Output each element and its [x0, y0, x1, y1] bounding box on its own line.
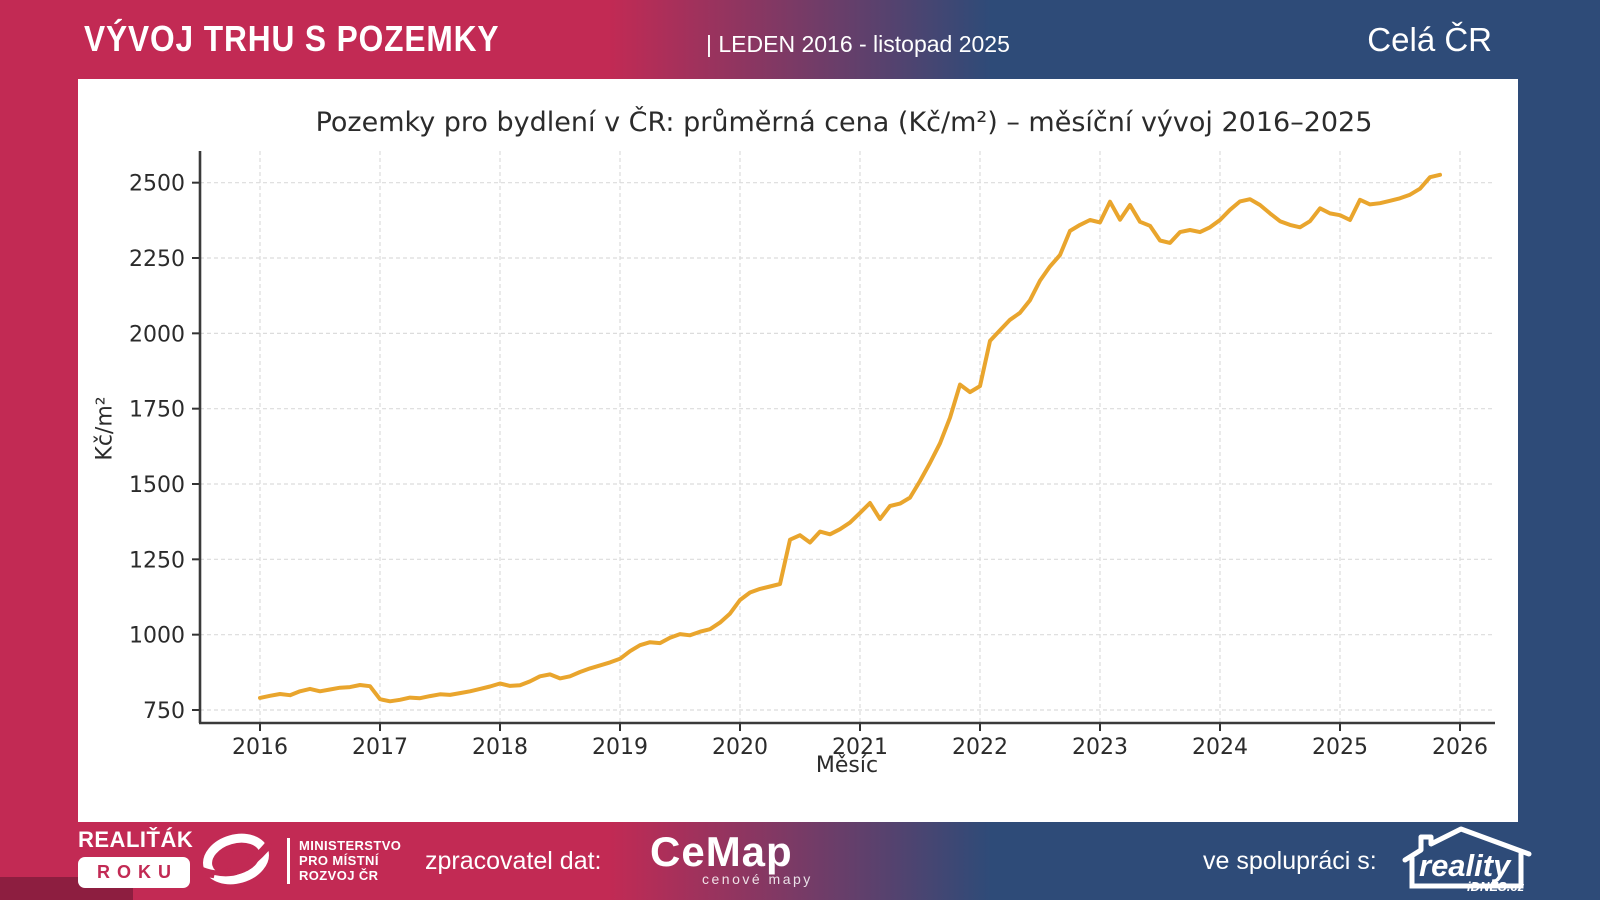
x-tick-label: 2020	[712, 735, 768, 760]
x-tick-label: 2016	[232, 735, 288, 760]
y-tick-label: 1500	[129, 473, 185, 498]
y-tick-label: 2500	[129, 172, 185, 197]
region-label: Celá ČR	[1367, 21, 1492, 58]
date-range-subtitle: | LEDEN 2016 - listopad 2025	[706, 31, 1010, 57]
x-tick-label: 2021	[832, 735, 888, 760]
svg-text:★: ★	[224, 866, 232, 876]
y-tick-label: 750	[143, 699, 185, 724]
chart-panel: 750 1000 1250 1500 1750 2000 2250 2500 2016 2017 2…	[78, 79, 1518, 822]
x-tick-label: 2023	[1072, 735, 1128, 760]
ministry-logo-text: MINISTERSTVO PRO MÍSTNÍ ROZVOJ ČR	[299, 838, 401, 883]
cemap-logo: CeMap cenové mapy	[650, 828, 813, 888]
cemap-tagline: cenové mapy	[702, 871, 813, 887]
x-tick-label: 2022	[952, 735, 1008, 760]
x-tick-label: 2024	[1192, 735, 1248, 760]
page-title: VÝVOJ TRHU S POZEMKY	[84, 18, 500, 59]
x-axis-label: Měsíc	[815, 753, 879, 778]
ministry-line3: ROZVOJ ČR	[299, 868, 379, 883]
cemap-name: CeMap	[650, 828, 793, 875]
y-tick-label: 1750	[129, 398, 185, 423]
realitak-label: REALIŤÁK	[78, 827, 194, 852]
reality-wordmark: reality	[1419, 848, 1512, 883]
roku-badge: ROKU	[78, 857, 190, 888]
price-line	[258, 172, 1442, 704]
idnes-domain: iDNES.cz	[1467, 879, 1525, 894]
realitak-roku-logo: REALIŤÁK ROKU	[78, 827, 194, 888]
ministry-line2: PRO MÍSTNÍ	[299, 853, 379, 868]
svg-text:★: ★	[230, 846, 238, 856]
house-roof-icon	[1402, 826, 1532, 863]
x-tick-label: 2019	[592, 735, 648, 760]
y-tick-label: 2250	[129, 247, 185, 272]
eu-stars-swirl-icon: ★★★★ ★	[200, 833, 272, 885]
y-tick-label: 2000	[129, 322, 185, 347]
x-tick-label: 2017	[352, 735, 408, 760]
reality-idnes-logo: reality iDNES.cz	[1402, 826, 1532, 894]
price-line-chart: 750 1000 1250 1500 1750 2000 2250 2500 2016 2017 2…	[129, 151, 1495, 760]
svg-text:★: ★	[214, 852, 222, 862]
ministry-logo-divider	[287, 838, 290, 884]
chart-title: Pozemky pro bydlení v ČR: průměrná cena …	[315, 107, 1373, 138]
ministry-line1: MINISTERSTVO	[299, 838, 402, 853]
x-tick-label: 2025	[1312, 735, 1368, 760]
partner-label: ve spolupráci s:	[1203, 847, 1377, 875]
y-tick-label: 1000	[129, 624, 185, 649]
svg-text:★: ★	[246, 852, 254, 862]
data-provider-label: zpracovatel dat:	[425, 847, 602, 875]
x-tick-label: 2018	[472, 735, 528, 760]
y-axis-label: Kč/m²	[92, 396, 118, 461]
x-tick-label: 2026	[1432, 735, 1488, 760]
svg-text:★: ★	[242, 864, 250, 874]
y-tick-label: 1250	[129, 548, 185, 573]
house-walls-icon	[1409, 851, 1524, 889]
